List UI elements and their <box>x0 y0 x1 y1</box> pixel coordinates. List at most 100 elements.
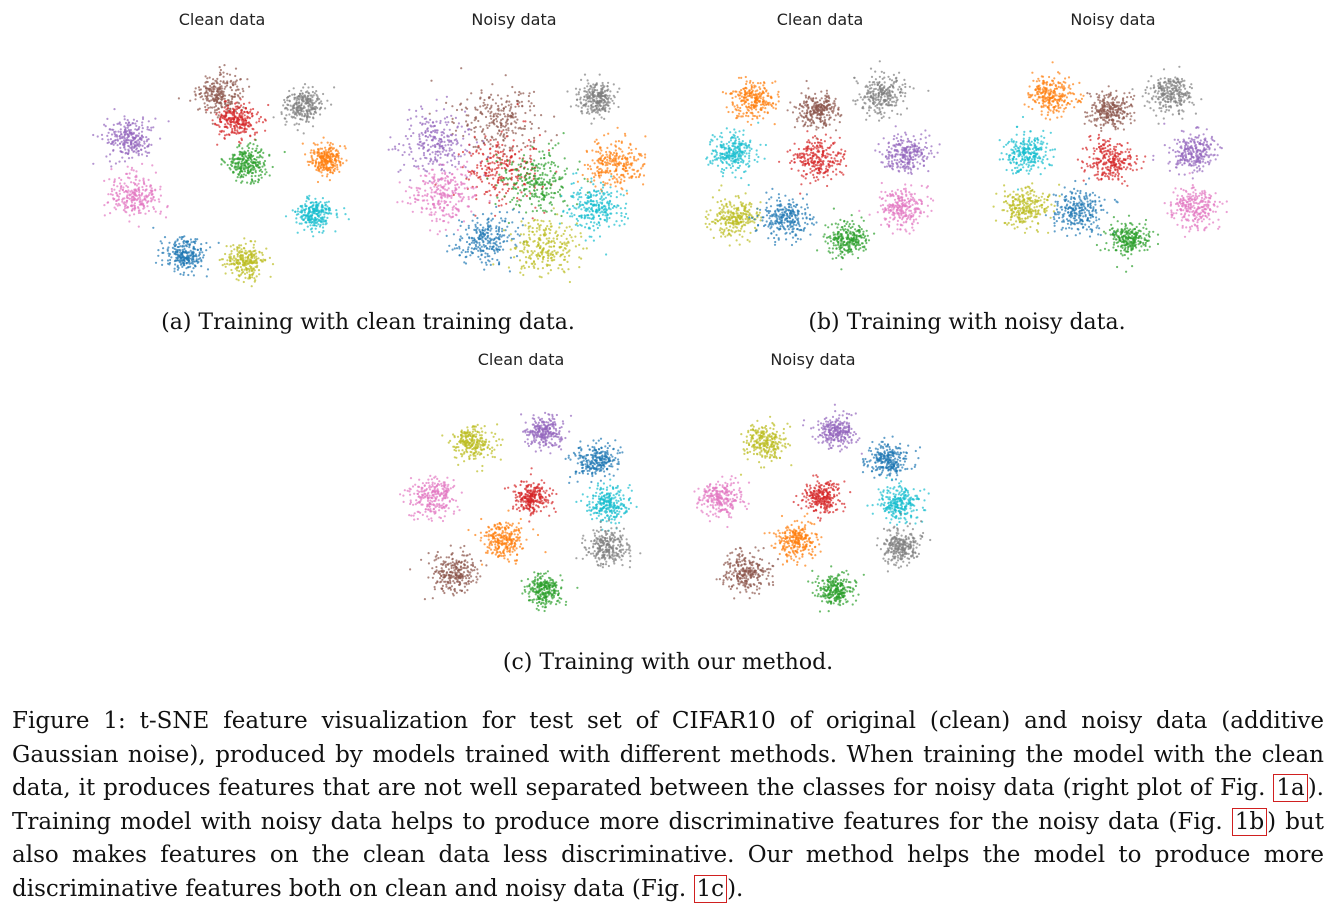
scatter-point <box>336 166 339 169</box>
scatter-point <box>552 174 555 177</box>
scatter-point <box>119 130 122 134</box>
scatter-point <box>316 143 319 146</box>
scatter-point <box>502 148 505 151</box>
scatter-point <box>321 169 324 172</box>
scatter-point <box>212 78 215 81</box>
scatter-point <box>505 120 508 123</box>
scatter-point <box>587 100 590 103</box>
scatter-point <box>448 171 451 174</box>
scatter-point <box>512 131 515 134</box>
scatter-point <box>237 161 241 164</box>
scatter-point <box>306 100 309 103</box>
scatter-point <box>481 152 484 155</box>
scatter-point <box>495 160 498 163</box>
scatter-point <box>533 159 536 162</box>
scatter-point <box>469 174 472 177</box>
scatter-point <box>600 195 603 198</box>
scatter-point <box>431 151 434 154</box>
scatter-point <box>471 152 475 155</box>
scatter-point <box>509 106 513 109</box>
scatter-point <box>408 143 411 146</box>
scatter-point <box>576 98 579 101</box>
scatter-point <box>230 79 233 82</box>
scatter-point <box>302 100 306 103</box>
scatter-point <box>432 137 435 140</box>
scatter-point <box>458 194 461 197</box>
scatter-point <box>490 104 493 107</box>
scatter-point <box>168 263 171 266</box>
scatter-point <box>228 263 231 266</box>
scatter-point <box>226 72 229 75</box>
scatter-point <box>492 186 495 189</box>
scatter-point <box>250 269 253 272</box>
scatter-point <box>448 149 451 152</box>
scatter-point <box>440 209 443 212</box>
scatter-point <box>107 201 110 204</box>
scatter-point <box>544 162 547 165</box>
cluster-olive <box>492 207 588 284</box>
tsne-plot-a-noisy <box>387 67 647 284</box>
scatter-point <box>501 227 504 230</box>
scatter-point <box>497 112 500 115</box>
scatter-point <box>293 111 296 114</box>
scatter-point <box>508 109 511 112</box>
scatter-point <box>478 241 481 244</box>
scatter-point <box>467 226 470 230</box>
scatter-point <box>548 178 551 181</box>
scatter-point <box>474 106 477 109</box>
scatter-point <box>460 108 463 111</box>
scatter-point <box>599 218 602 221</box>
scatter-point <box>499 126 503 129</box>
scatter-point <box>219 130 222 133</box>
scatter-point <box>256 111 259 114</box>
scatter-point <box>317 162 320 165</box>
scatter-point <box>322 92 325 96</box>
scatter-point <box>224 116 227 119</box>
scatter-point <box>598 146 602 149</box>
scatter-point <box>308 116 311 119</box>
scatter-point <box>316 98 319 102</box>
scatter-point <box>628 152 631 155</box>
scatter-point <box>333 86 336 89</box>
scatter-point <box>130 168 133 171</box>
scatter-point <box>460 251 463 254</box>
scatter-point <box>234 93 237 96</box>
scatter-point <box>485 263 488 266</box>
scatter-point <box>406 118 409 121</box>
scatter-point <box>436 129 439 132</box>
scatter-point <box>538 134 541 137</box>
scatter-point <box>479 250 482 253</box>
scatter-point <box>508 146 511 149</box>
scatter-point <box>223 134 227 137</box>
scatter-point <box>315 100 318 103</box>
scatter-point <box>234 267 237 270</box>
scatter-point <box>471 196 474 199</box>
scatter-point <box>223 64 226 67</box>
scatter-point <box>494 214 497 217</box>
scatter-point <box>462 196 465 199</box>
scatter-point <box>318 231 321 234</box>
scatter-point <box>123 137 126 140</box>
scatter-point <box>536 188 539 191</box>
scatter-point <box>456 168 459 171</box>
scatter-point <box>257 151 260 154</box>
scatter-point <box>171 250 175 253</box>
scatter-point <box>583 95 586 98</box>
scatter-point <box>311 99 314 102</box>
scatter-point <box>150 129 153 132</box>
scatter-point <box>241 271 244 274</box>
scatter-point <box>586 79 589 82</box>
scatter-point <box>299 205 302 208</box>
scatter-point <box>246 78 249 81</box>
scatter-point <box>601 213 604 216</box>
scatter-point <box>611 163 615 167</box>
scatter-point <box>434 190 437 193</box>
scatter-point <box>497 107 500 110</box>
scatter-point <box>498 238 501 241</box>
scatter-point <box>512 237 515 240</box>
scatter-point <box>303 115 306 118</box>
scatter-point <box>306 112 309 116</box>
scatter-point <box>605 162 608 165</box>
scatter-point <box>596 94 599 97</box>
scatter-point <box>439 153 442 156</box>
